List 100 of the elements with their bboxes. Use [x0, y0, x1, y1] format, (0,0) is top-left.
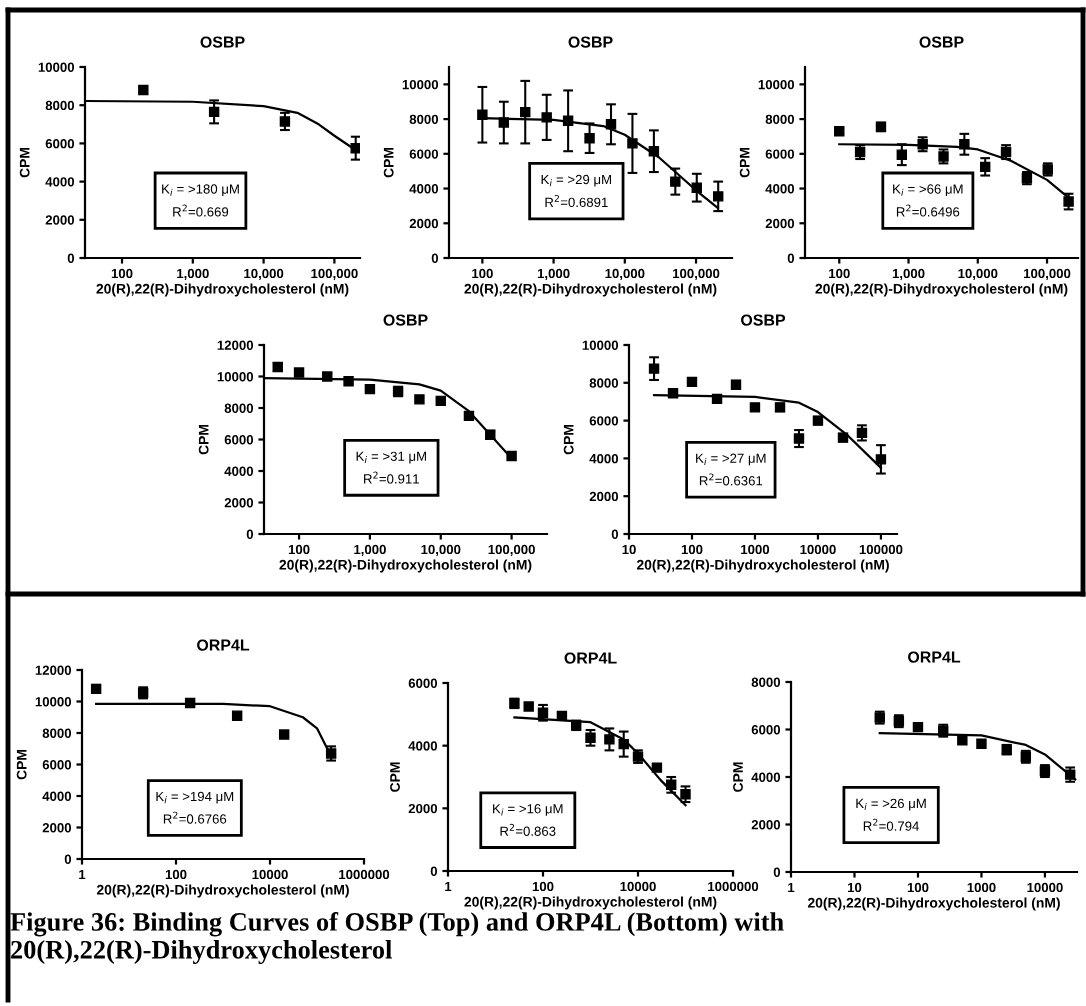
x-tick-label: 10,000 [605, 268, 645, 281]
y-tick-label: 0 [787, 253, 795, 263]
x-tick-label: 1000000 [339, 869, 390, 880]
point [498, 117, 510, 128]
point [667, 387, 679, 399]
y-tick-label: 2000 [765, 218, 795, 229]
point [350, 142, 360, 154]
x-tick-label: 100 [907, 882, 929, 893]
point [523, 701, 534, 712]
x-axis-title: 20(R),22(R)-Dihydroxycholesterol (nM) [279, 559, 532, 573]
x-tick-label: 100 [472, 268, 493, 279]
y-tick-label: 0 [246, 529, 254, 539]
x-tick-label: 1 [79, 869, 86, 879]
x-tick-label: 100,000 [311, 268, 358, 281]
x-tick-label: 1000000 [708, 881, 759, 892]
y-tick-label: 4000 [765, 184, 795, 194]
x-tick-label: 100,000 [673, 268, 720, 281]
annotation: R$^{2}$=0.6361 [699, 473, 763, 486]
y-tick-label: 6000 [751, 725, 781, 735]
annotation: K$_{i}$ = >180 μM [162, 184, 239, 197]
x-tick-label: 10,000 [958, 268, 998, 281]
y-tick-label: 2000 [224, 498, 254, 508]
x-tick-label: 1000 [967, 882, 996, 893]
x-tick-label: 100 [532, 881, 554, 892]
y-tick-label: 6000 [45, 138, 75, 149]
point [279, 116, 291, 127]
x-tick-label: 1,000 [537, 268, 570, 281]
point [896, 149, 908, 160]
y-axis-title: CPM [390, 762, 400, 792]
y-tick-label: 0 [431, 253, 439, 263]
y-tick-label: 4000 [589, 453, 619, 464]
y-tick-label: 2000 [589, 491, 619, 502]
point [138, 84, 149, 96]
point [541, 112, 552, 123]
y-tick-label: 6000 [589, 416, 619, 426]
chart-title: OSBP [741, 314, 786, 326]
annotation: R$^{2}$=0.863 [500, 823, 556, 836]
y-tick-label: 6000 [408, 678, 438, 688]
annotation: R$^{2}$=0.6766 [163, 811, 227, 824]
y-tick-label: 8000 [589, 378, 619, 388]
y-axis-title: CPM [198, 425, 209, 455]
point [793, 433, 805, 444]
x-tick-label: 100 [829, 268, 850, 279]
x-tick-label: 100 [165, 869, 187, 880]
point [670, 176, 681, 187]
y-tick-label: 6000 [409, 149, 439, 159]
y-tick-label: 4000 [409, 184, 439, 194]
y-tick-label: 12000 [35, 665, 72, 675]
y-tick-label: 8000 [42, 728, 72, 738]
y-tick-label: 8000 [45, 100, 75, 111]
y-tick-label: 6000 [42, 760, 72, 770]
point [184, 697, 196, 709]
point [605, 119, 617, 130]
x-tick-label: 100 [288, 544, 310, 555]
x-axis-title: 20(R),22(R)-Dihydroxycholesterol (nM) [96, 283, 349, 297]
y-tick-label: 2000 [409, 218, 439, 229]
point [584, 132, 595, 144]
point [604, 734, 615, 745]
annotation: R$^{2}$=0.6891 [545, 194, 608, 208]
annotation: K$_{i}$ = >27 μM [696, 453, 766, 466]
y-axis-title: CPM [563, 425, 574, 455]
x-tick-label: 1 [788, 882, 795, 892]
annotation: R$^{2}$=0.6496 [896, 204, 960, 217]
x-tick-label: 100,000 [1024, 268, 1071, 281]
point [730, 379, 742, 390]
chart-title: ORP4L [197, 639, 250, 651]
x-tick-label: 1,000 [354, 544, 386, 557]
point [875, 454, 887, 465]
y-axis-title: CPM [733, 762, 743, 792]
x-axis-title: 20(R),22(R)-Dihydroxycholesterol (nM) [464, 896, 717, 910]
y-tick-label: 4000 [224, 466, 254, 476]
x-tick-label: 100,000 [488, 544, 535, 557]
y-tick-label: 4000 [45, 177, 75, 187]
x-axis-title: 20(R),22(R)-Dihydroxycholesterol (nM) [815, 283, 1068, 297]
y-axis-title: CPM [19, 148, 30, 178]
y-tick-label: 10000 [402, 79, 439, 90]
point [208, 106, 220, 118]
x-tick-label: 1,000 [892, 268, 925, 281]
y-axis-title: CPM [739, 148, 750, 178]
point [477, 109, 488, 120]
y-tick-label: 10000 [582, 340, 619, 350]
x-tick-label: 10 [847, 882, 862, 893]
y-tick-label: 8000 [765, 114, 795, 124]
x-tick-label: 10000 [800, 544, 836, 555]
x-axis-title: 20(R),22(R)-Dihydroxycholesterol (nM) [96, 884, 349, 898]
point [627, 138, 638, 149]
caption: Figure 36: Binding Curves of OSBP (Top) and ORP4L (Bottom) with 20(R),22(R)-Dihydroxycholesterol [10, 912, 784, 965]
chart-title: OSBP [568, 36, 613, 48]
point [278, 729, 290, 740]
x-tick-label: 10 [622, 544, 636, 555]
annotation: R$^{2}$=0.669 [173, 204, 229, 217]
x-axis-title: 20(R),22(R)-Dihydroxycholesterol (nM) [464, 283, 717, 297]
point [979, 161, 991, 173]
y-tick-label: 2000 [751, 820, 781, 830]
x-tick-label: 10,000 [244, 268, 284, 281]
annotation: K$_{i}$ = >194 μM [156, 791, 234, 804]
annotation: K$_{i}$ = >29 μM [541, 174, 611, 187]
y-tick-label: 2000 [45, 215, 75, 225]
y-tick-label: 6000 [224, 435, 254, 445]
y-axis-title: CPM [16, 750, 27, 780]
